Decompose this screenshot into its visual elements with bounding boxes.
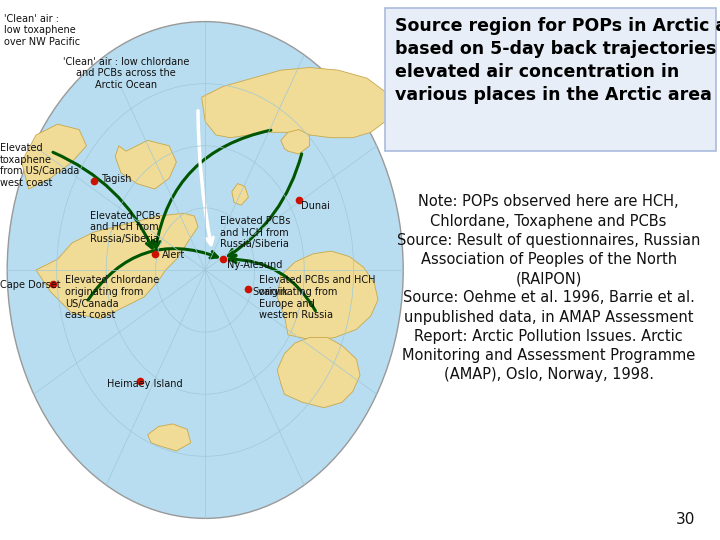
Ellipse shape bbox=[7, 22, 403, 518]
Text: Elevated chlordane
originating from
US/Canada
east coast: Elevated chlordane originating from US/C… bbox=[65, 275, 159, 320]
Text: Elevated PCBs
and HCH from
Russia/Siberia: Elevated PCBs and HCH from Russia/Siberi… bbox=[90, 211, 161, 244]
Polygon shape bbox=[281, 130, 310, 154]
Text: 'Clean' air :
low toxaphene
over NW Pacific: 'Clean' air : low toxaphene over NW Paci… bbox=[4, 14, 80, 46]
Text: Alert: Alert bbox=[162, 250, 185, 260]
FancyBboxPatch shape bbox=[385, 8, 716, 151]
Text: Tagish: Tagish bbox=[101, 174, 131, 184]
Polygon shape bbox=[277, 251, 378, 340]
Text: Elevated
toxaphene
from US/Canada
west coast: Elevated toxaphene from US/Canada west c… bbox=[0, 143, 79, 188]
Text: Dunai: Dunai bbox=[301, 201, 330, 211]
Polygon shape bbox=[36, 213, 198, 319]
Polygon shape bbox=[232, 184, 248, 205]
Polygon shape bbox=[148, 424, 191, 451]
Text: 30: 30 bbox=[675, 511, 695, 526]
Polygon shape bbox=[202, 68, 392, 138]
Text: Svarvik: Svarvik bbox=[252, 287, 288, 296]
Text: Note: POPs observed here are HCH,
Chlordane, Toxaphene and PCBs
Source: Result o: Note: POPs observed here are HCH, Chlord… bbox=[397, 194, 701, 382]
Text: Elevated PCBs
and HCH from
Russia/Siberia: Elevated PCBs and HCH from Russia/Siberi… bbox=[220, 216, 290, 249]
Polygon shape bbox=[277, 338, 360, 408]
Text: Ny-Alesund: Ny-Alesund bbox=[227, 260, 282, 269]
Text: 'Clean' air : low chlordane
and PCBs across the
Arctic Ocean: 'Clean' air : low chlordane and PCBs acr… bbox=[63, 57, 189, 90]
Polygon shape bbox=[22, 124, 86, 189]
Text: Source region for POPs in Arctic air
based on 5-day back trajectories for
elevat: Source region for POPs in Arctic air bas… bbox=[395, 17, 720, 104]
Text: Heimaey Island: Heimaey Island bbox=[107, 380, 182, 389]
Text: Elevated PCBs and HCH
originating from
Europe and
western Russia: Elevated PCBs and HCH originating from E… bbox=[259, 275, 376, 320]
Polygon shape bbox=[115, 140, 176, 189]
Text: Cape Dorset: Cape Dorset bbox=[0, 280, 60, 290]
